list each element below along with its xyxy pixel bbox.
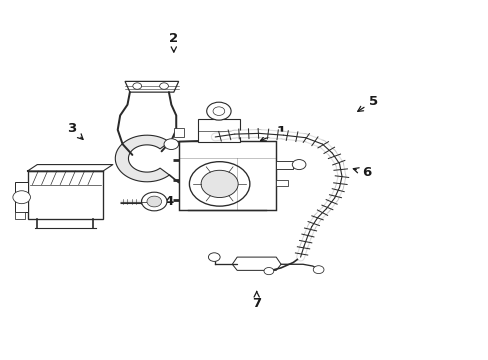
Bar <box>178 140 276 211</box>
Bar <box>27 171 103 220</box>
Circle shape <box>159 83 168 89</box>
Text: 1: 1 <box>260 125 285 141</box>
Text: 3: 3 <box>67 122 83 139</box>
Circle shape <box>163 139 178 149</box>
Text: 5: 5 <box>357 95 378 111</box>
Circle shape <box>208 253 220 261</box>
Bar <box>198 119 239 142</box>
Circle shape <box>133 83 142 89</box>
Circle shape <box>264 267 273 275</box>
Bar <box>15 182 28 212</box>
Polygon shape <box>232 257 281 270</box>
Text: 4: 4 <box>158 195 173 208</box>
Bar <box>276 180 288 186</box>
Circle shape <box>13 191 30 204</box>
Text: 7: 7 <box>252 291 261 310</box>
Polygon shape <box>115 135 169 182</box>
Circle shape <box>206 102 231 120</box>
Bar <box>276 161 293 168</box>
Circle shape <box>292 159 305 170</box>
Circle shape <box>313 266 324 274</box>
Text: 6: 6 <box>353 166 370 179</box>
Polygon shape <box>125 81 178 92</box>
Circle shape <box>147 196 161 207</box>
Text: 2: 2 <box>169 32 178 52</box>
Circle shape <box>213 107 224 116</box>
Circle shape <box>142 192 166 211</box>
Bar <box>15 212 25 220</box>
Circle shape <box>201 170 238 198</box>
Circle shape <box>189 162 249 206</box>
Bar <box>173 128 183 137</box>
